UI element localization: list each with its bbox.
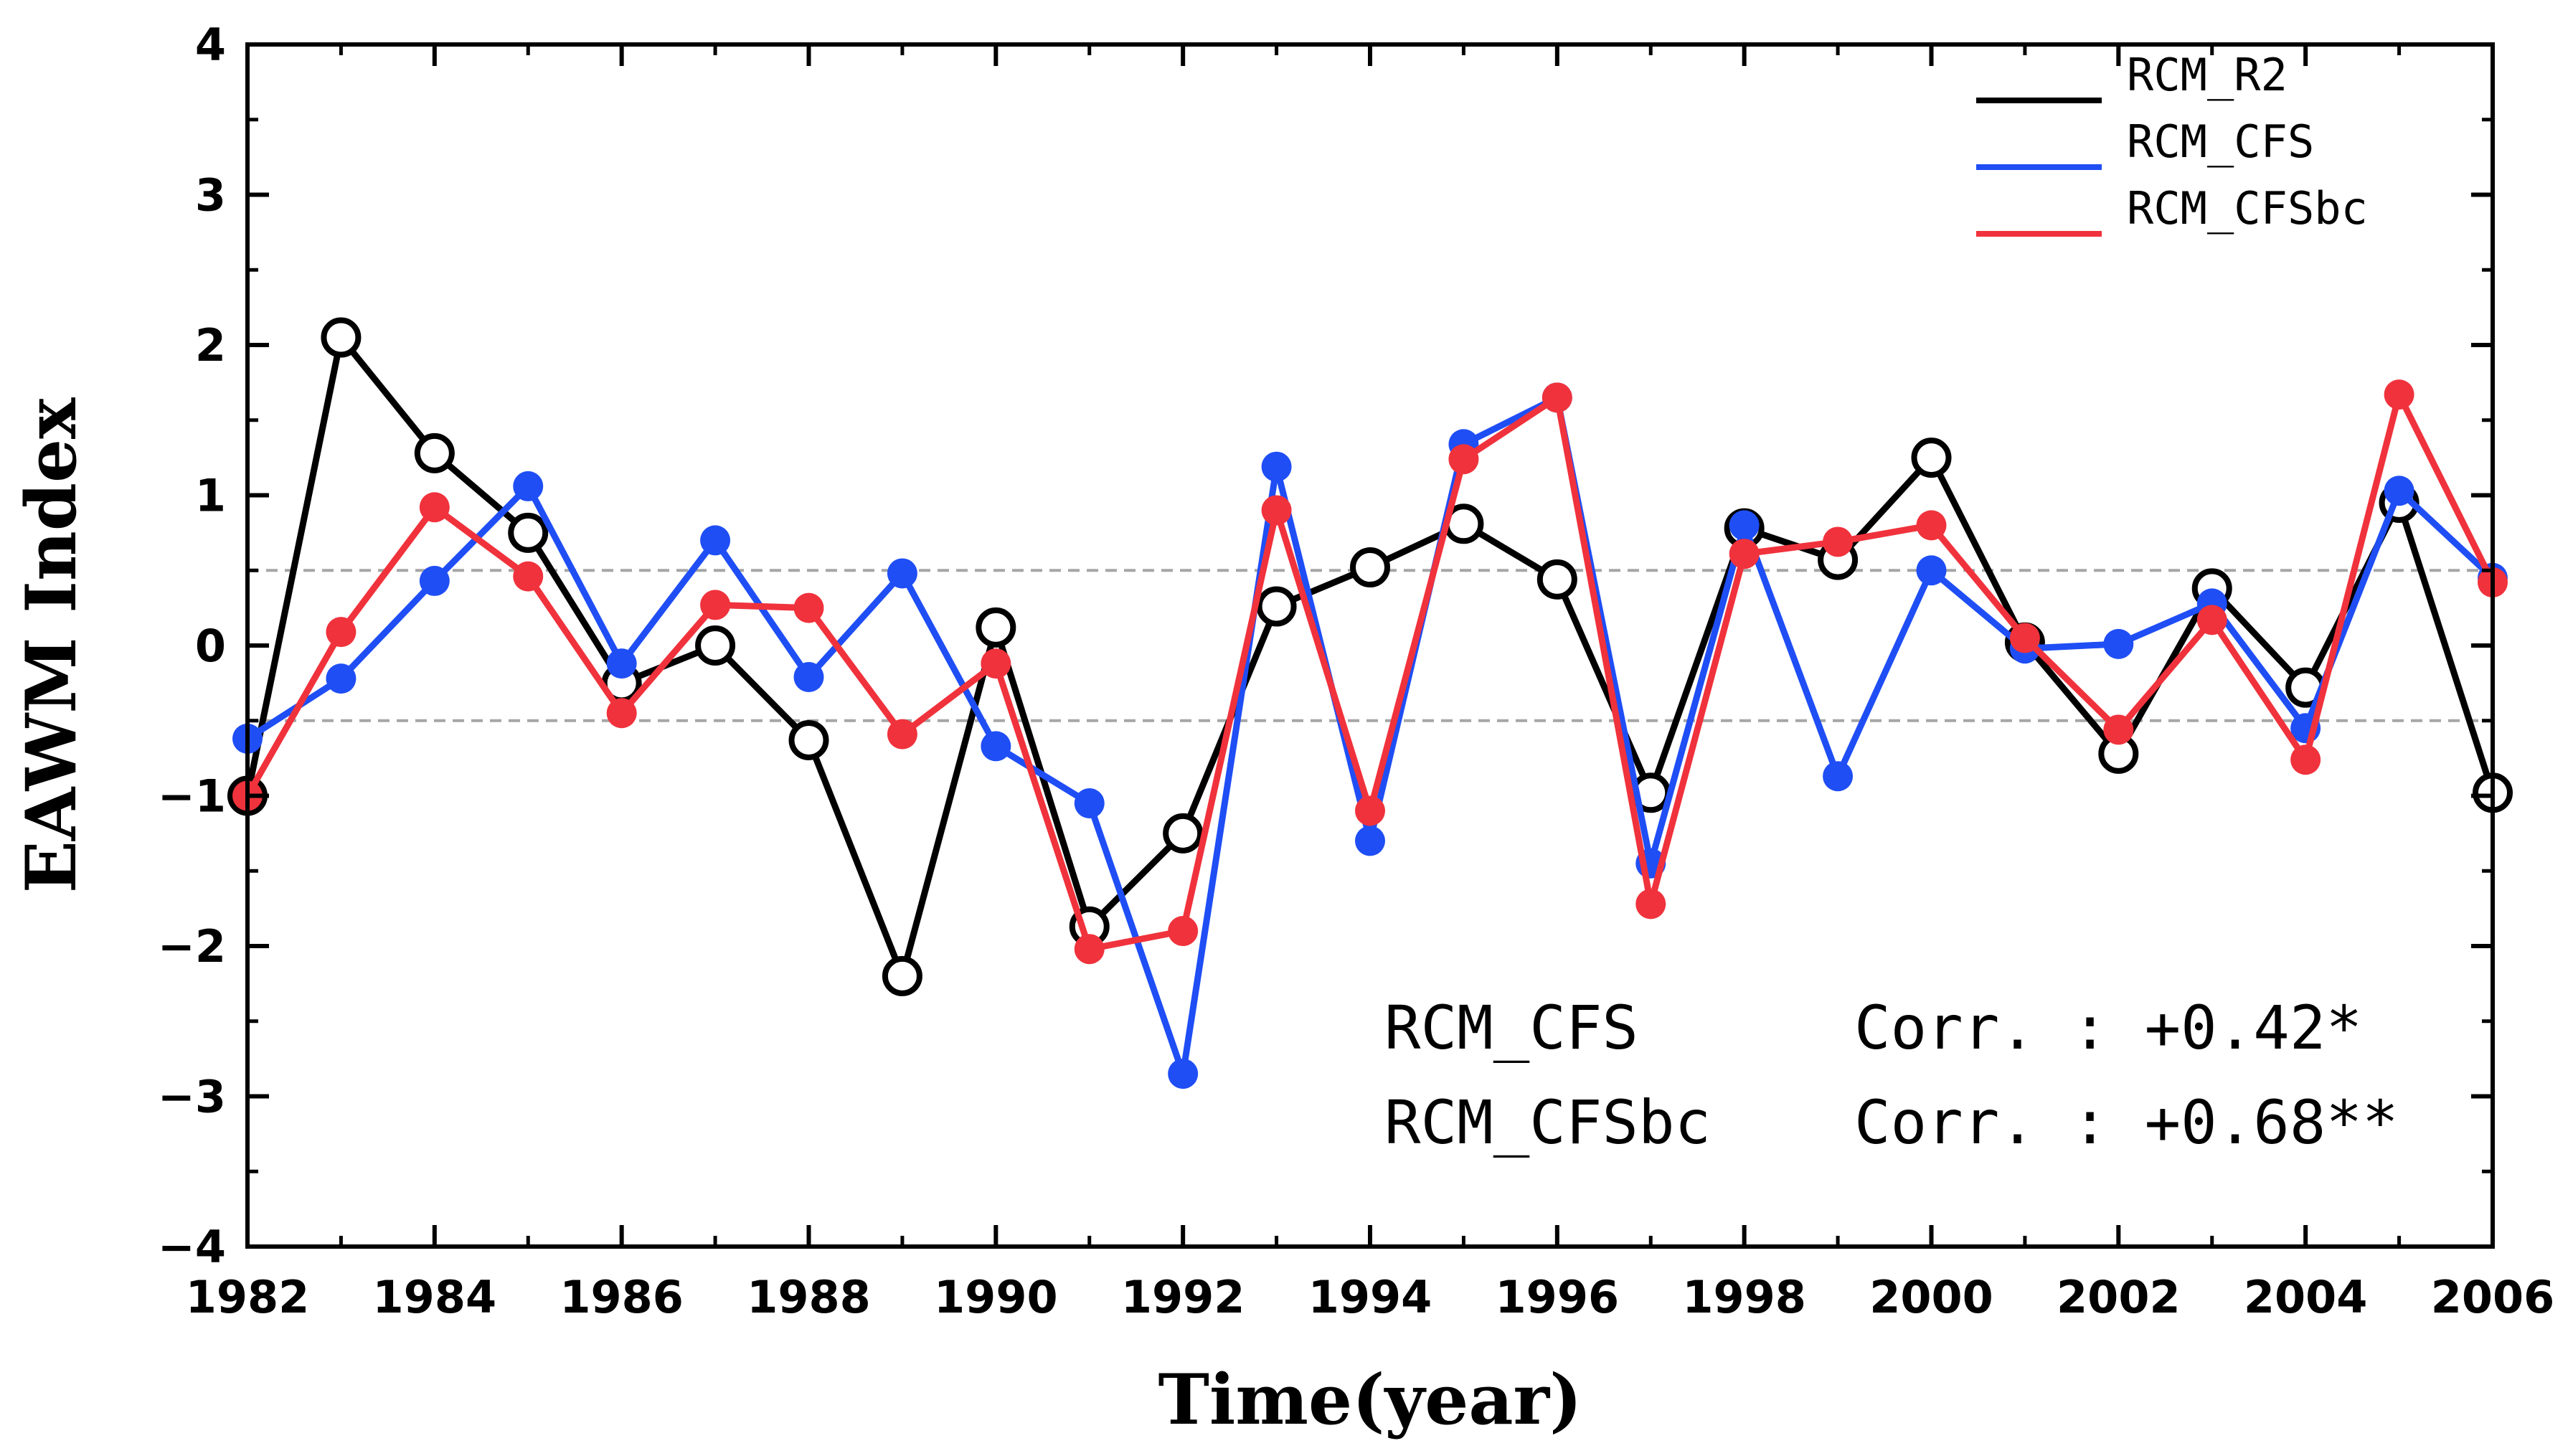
data-point-rcm-cfsbc-1995 — [1448, 444, 1479, 475]
data-point-rcm-cfsbc-1999 — [1823, 526, 1854, 557]
y-tick-label--3: −3 — [158, 1071, 226, 1123]
y-tick-label-2: 2 — [195, 319, 226, 372]
data-point-rcm-cfs-1986 — [606, 648, 637, 679]
x-tick-label-1988: 1988 — [747, 1271, 871, 1323]
legend-label-rcm-cfs: RCM_CFS — [2127, 115, 2314, 168]
correlation-annotations: RCM_CFS Corr. : +0.42* RCM_CFSbc Corr. : +0… — [1384, 993, 2399, 1158]
data-point-rcm-cfsbc-1992 — [1168, 916, 1199, 947]
data-point-rcm-cfs-1989 — [887, 558, 917, 589]
data-point-rcm-cfs-2000 — [1916, 555, 1947, 586]
y-tick-label--4: −4 — [158, 1221, 226, 1273]
data-point-rcm-cfs-1992 — [1168, 1059, 1199, 1089]
data-point-rcm-r2-1996 — [1536, 559, 1577, 600]
x-tick-label-1984: 1984 — [373, 1271, 497, 1323]
data-point-rcm-cfsbc-1988 — [793, 592, 824, 623]
data-point-rcm-cfsbc-1987 — [700, 590, 731, 620]
data-point-rcm-r2-1989 — [882, 955, 922, 996]
data-point-rcm-cfs-1983 — [326, 663, 357, 694]
data-point-rcm-cfsbc-2005 — [2384, 379, 2414, 410]
series-rcm-r2 — [227, 317, 2513, 996]
data-point-rcm-cfsbc-1983 — [326, 617, 357, 648]
data-point-rcm-cfs-1984 — [419, 565, 450, 596]
annotation-corr-rcm-cfs: Corr. : +0.42* — [1854, 993, 2362, 1063]
data-point-rcm-cfs-1999 — [1823, 761, 1854, 792]
legend-label-rcm-cfsbc: RCM_CFSbc — [2127, 182, 2368, 235]
data-point-rcm-r2-1990 — [976, 607, 1016, 648]
data-point-rcm-cfsbc-1991 — [1074, 934, 1105, 965]
data-point-rcm-r2-1988 — [788, 719, 829, 760]
data-point-rcm-r2-1993 — [1256, 586, 1297, 627]
data-point-rcm-cfsbc-1997 — [1635, 889, 1666, 920]
y-tick-label--2: −2 — [158, 920, 226, 973]
data-point-rcm-r2-2000 — [1911, 438, 1952, 478]
data-point-rcm-cfsbc-2000 — [1916, 510, 1947, 541]
data-point-rcm-cfsbc-1998 — [1729, 539, 1760, 569]
y-tick-label-4: 4 — [195, 19, 226, 71]
data-point-rcm-cfs-2005 — [2384, 476, 2414, 506]
data-point-rcm-cfsbc-1994 — [1355, 795, 1385, 826]
data-point-rcm-r2-1984 — [414, 432, 455, 473]
x-tick-label-1990: 1990 — [934, 1271, 1058, 1323]
y-tick-label-3: 3 — [195, 169, 226, 222]
x-tick-label-2004: 2004 — [2244, 1271, 2368, 1323]
x-tick-label-1986: 1986 — [560, 1271, 684, 1323]
data-point-rcm-cfsbc-2003 — [2196, 605, 2227, 635]
data-point-rcm-cfs-1988 — [793, 661, 824, 692]
legend-label-rcm-r2: RCM_R2 — [2127, 49, 2288, 101]
data-point-rcm-cfsbc-1984 — [419, 492, 450, 523]
data-point-rcm-r2-1987 — [695, 625, 736, 666]
x-tick-label-1994: 1994 — [1308, 1271, 1432, 1323]
plot-area: 1982 1984 1986 1988 1990 1992 1994 1996 1998 2000… — [11, 19, 2554, 1440]
data-point-rcm-r2-1992 — [1163, 813, 1204, 854]
y-tick-label--1: −1 — [158, 770, 226, 823]
data-point-rcm-cfsbc-1990 — [981, 648, 1011, 679]
x-axis-title: Time(year) — [1158, 1359, 1582, 1440]
data-point-rcm-cfs-1991 — [1074, 788, 1105, 818]
y-axis-title: EAWM Index — [11, 397, 92, 893]
data-point-rcm-cfsbc-1986 — [606, 698, 637, 729]
data-point-rcm-cfs-1993 — [1261, 451, 1292, 482]
x-tick-label-2000: 2000 — [1869, 1271, 1993, 1323]
data-point-rcm-cfs-1994 — [1355, 826, 1385, 856]
data-point-rcm-cfs-1998 — [1729, 510, 1760, 541]
annotation-label-rcm-cfs: RCM_CFS — [1384, 993, 1638, 1063]
y-axis-ticks: −4 −3 −2 −1 0 1 2 3 4 — [158, 19, 2493, 1273]
data-point-rcm-r2-1983 — [321, 317, 362, 358]
data-point-rcm-cfsbc-2001 — [2009, 623, 2040, 653]
x-tick-label-2002: 2002 — [2057, 1271, 2181, 1323]
data-point-rcm-cfsbc-2004 — [2290, 744, 2321, 775]
data-point-rcm-cfs-1985 — [513, 471, 544, 501]
x-tick-label-2006: 2006 — [2431, 1271, 2555, 1323]
y-tick-label-1: 1 — [195, 470, 226, 522]
y-tick-label-0: 0 — [195, 620, 226, 672]
data-point-rcm-cfsbc-1989 — [887, 719, 917, 750]
x-tick-label-1992: 1992 — [1121, 1271, 1245, 1323]
x-axis-ticks: 1982 1984 1986 1988 1990 1992 1994 1996 1998 2000… — [186, 44, 2555, 1323]
data-point-rcm-r2-1994 — [1350, 547, 1390, 588]
data-point-rcm-cfs-1987 — [700, 525, 731, 556]
data-point-rcm-r2-1985 — [508, 512, 549, 553]
annotation-corr-rcm-cfsbc: Corr. : +0.68** — [1854, 1087, 2399, 1158]
series-rcm-cfsbc — [232, 379, 2508, 965]
data-point-rcm-cfsbc-2002 — [2103, 714, 2134, 745]
data-point-rcm-cfsbc-1996 — [1542, 382, 1572, 413]
legend: RCM_R2 RCM_CFS RCM_CFSbc — [1976, 49, 2368, 237]
x-tick-label-1998: 1998 — [1682, 1271, 1806, 1323]
x-tick-label-1996: 1996 — [1496, 1271, 1620, 1323]
data-point-rcm-cfs-1990 — [981, 731, 1011, 762]
data-point-rcm-cfs-2002 — [2103, 628, 2134, 659]
data-point-rcm-cfsbc-1993 — [1261, 495, 1292, 526]
data-point-rcm-cfsbc-1985 — [513, 561, 544, 592]
x-tick-label-1982: 1982 — [186, 1271, 310, 1323]
annotation-label-rcm-cfsbc: RCM_CFSbc — [1384, 1087, 1711, 1158]
